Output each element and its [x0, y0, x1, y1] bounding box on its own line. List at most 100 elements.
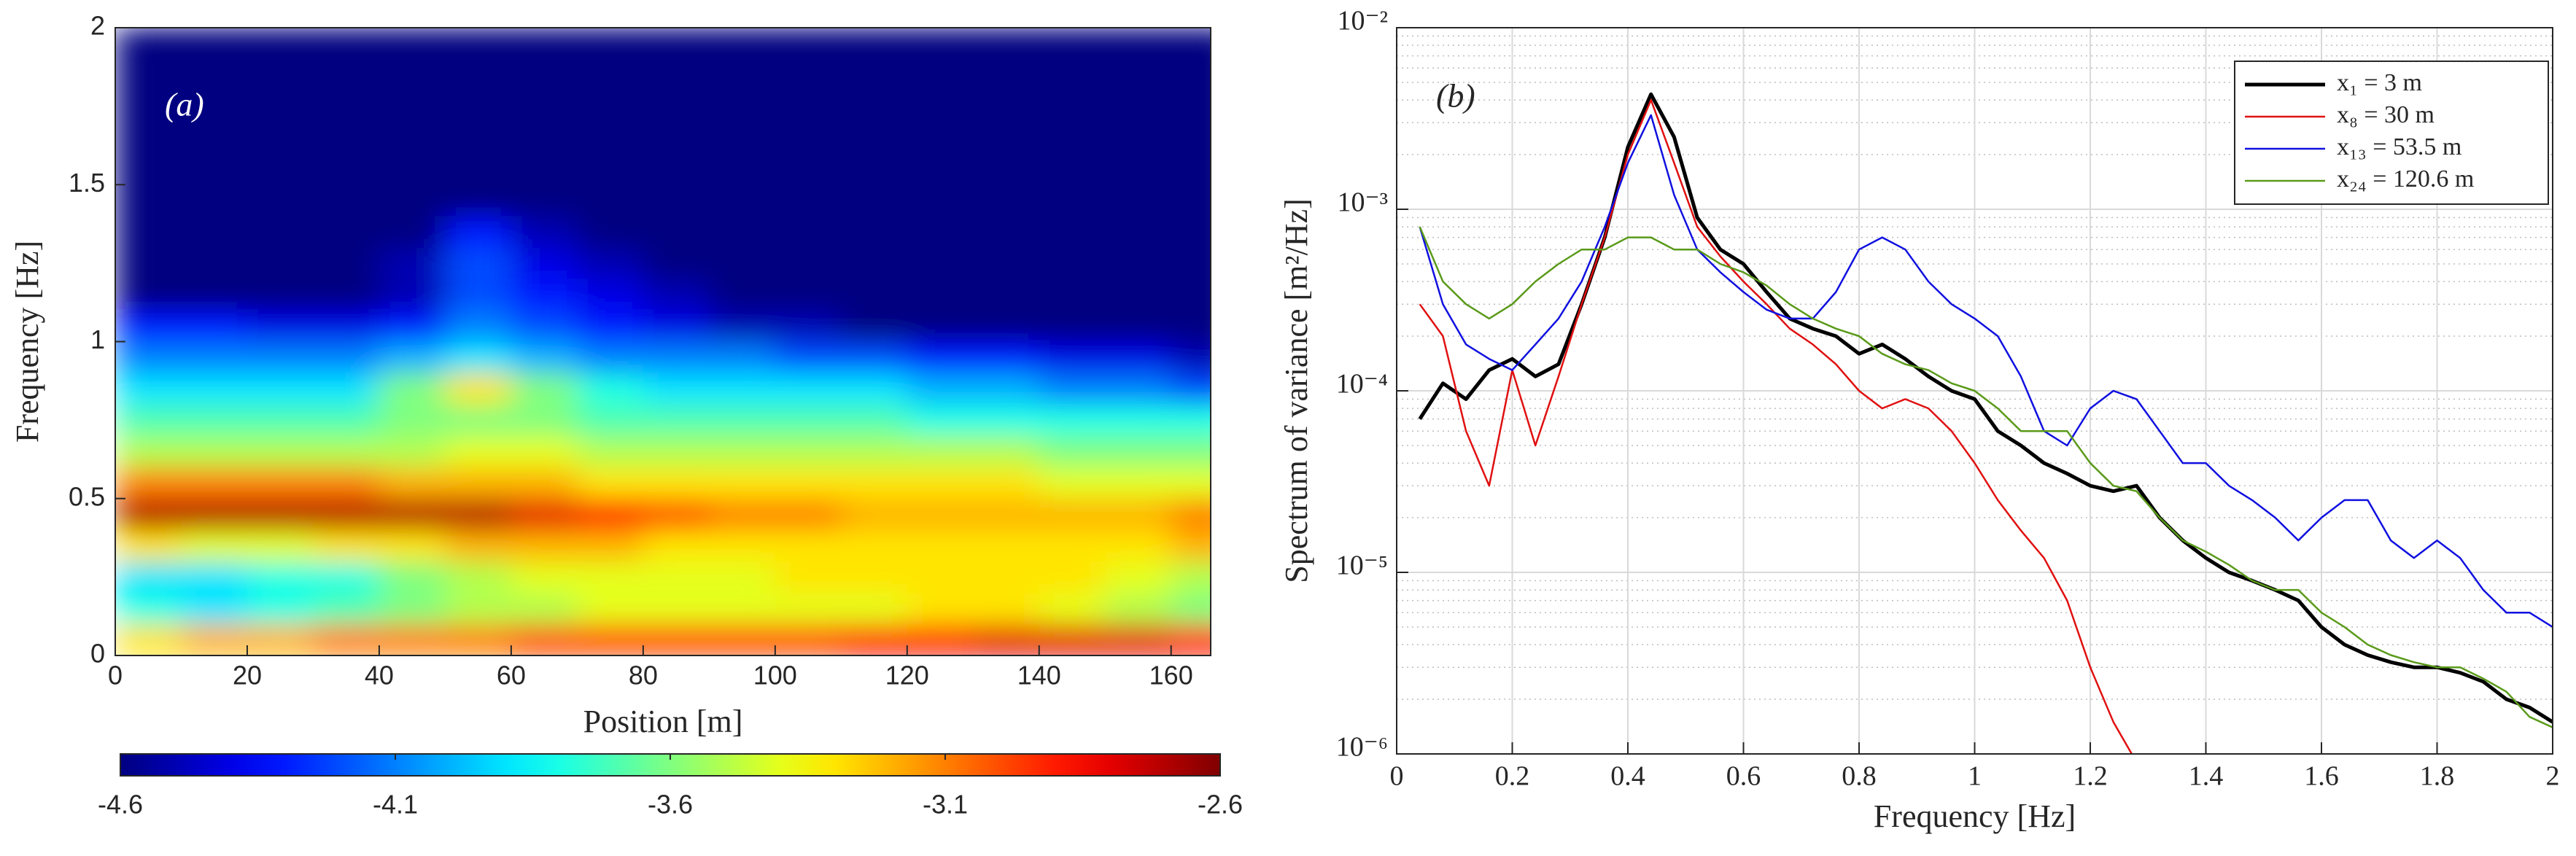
heatmap-cell [115, 184, 182, 217]
heatmap-cell [313, 341, 380, 374]
heatmap-cell [313, 247, 380, 279]
heatmap-cell [1105, 467, 1172, 499]
heatmap-cell [313, 623, 380, 655]
heatmap-cell [1171, 310, 1211, 342]
heatmap-cell [181, 59, 248, 91]
heatmap-cell [379, 435, 446, 468]
heatmap-cell [313, 498, 380, 531]
heatmap-cell [511, 592, 578, 625]
heatmap-cell [115, 623, 182, 655]
heatmap-cell [577, 404, 644, 437]
heatmap-cell [709, 247, 776, 279]
colorbar-tick-label: -4.1 [373, 790, 418, 820]
heatmap-cell [379, 341, 446, 374]
heatmap-cell [445, 373, 512, 405]
heatmap-cell [247, 90, 314, 122]
heatmap-cell [181, 90, 248, 122]
y-tick-label: 0.5 [69, 481, 105, 511]
heatmap-cell [379, 404, 446, 437]
y-tick-label: 10⁻⁵ [1336, 550, 1388, 581]
heatmap-cell [1039, 592, 1106, 625]
heatmap-cell [379, 498, 446, 531]
heatmap-cell [709, 404, 776, 437]
heatmap-cell [181, 623, 248, 655]
heatmap-cell [907, 279, 974, 311]
heatmap-cell [313, 310, 380, 342]
heatmap-cell [511, 122, 578, 154]
heatmap-cell [1171, 59, 1211, 91]
heatmap-cell [1171, 184, 1211, 217]
heatmap-cell [841, 373, 908, 405]
heatmap-cell [775, 561, 842, 594]
heatmap-cell [181, 373, 248, 405]
heatmap-cell [907, 90, 974, 122]
heatmap-cell [973, 373, 1040, 405]
heatmap-cell [247, 592, 314, 625]
heatmap-cell [313, 28, 380, 60]
heatmap-cell [643, 279, 710, 311]
heatmap-cell [181, 247, 248, 279]
heatmap-cell [907, 435, 974, 468]
heatmap-cell [907, 310, 974, 342]
heatmap-cell [1039, 90, 1106, 122]
heatmap-cell [511, 561, 578, 594]
heatmap-cell [709, 184, 776, 217]
heatmap-cell [247, 279, 314, 311]
heatmap-cell [247, 623, 314, 655]
colorbar-tick-label: -3.1 [923, 790, 968, 820]
heatmap-cell [775, 373, 842, 405]
heatmap-cell [1105, 122, 1172, 154]
heatmap-cell [775, 153, 842, 185]
heatmap-cell [511, 216, 578, 248]
heatmap-cell [1039, 122, 1106, 154]
heatmap-cell [115, 435, 182, 468]
heatmap-cell [643, 122, 710, 154]
heatmap-cell [775, 279, 842, 311]
heatmap-cell [445, 247, 512, 279]
heatmap-cell [775, 341, 842, 374]
heatmap-cell [115, 561, 182, 594]
heatmap-cell [313, 279, 380, 311]
x-axis-label: Position [m] [583, 704, 743, 739]
panel-label: (a) [165, 86, 204, 123]
heatmap-cell [841, 59, 908, 91]
legend-label: x₂₄ = 120.6 m [2337, 166, 2474, 192]
heatmap-cell [775, 90, 842, 122]
heatmap-cell [907, 404, 974, 437]
heatmap-cell [1105, 153, 1172, 185]
heatmap-cell [511, 373, 578, 405]
y-tick-label: 0 [90, 639, 105, 669]
heatmap-area [115, 28, 1211, 655]
heatmap-cell [379, 467, 446, 499]
heatmap-cell [1105, 373, 1172, 405]
heatmap-cell [775, 623, 842, 655]
y-axis-label: Spectrum of variance [m²/Hz] [1279, 198, 1314, 583]
heatmap-cell [841, 404, 908, 437]
heatmap-cell [643, 341, 710, 374]
heatmap-cell [841, 561, 908, 594]
heatmap-cell [1039, 404, 1106, 437]
heatmap-cell [445, 498, 512, 531]
heatmap-cell [1171, 435, 1211, 468]
heatmap-cell [643, 404, 710, 437]
heatmap-cell [379, 592, 446, 625]
panel-label: (b) [1436, 77, 1475, 114]
heatmap-cell [709, 122, 776, 154]
heatmap-cell [775, 529, 842, 562]
heatmap-cell [841, 216, 908, 248]
x-tick-label: 40 [365, 661, 394, 690]
heatmap-cell [973, 623, 1040, 655]
heatmap-cell [511, 310, 578, 342]
heatmap-cell [1171, 279, 1211, 311]
heatmap-cell [709, 623, 776, 655]
series-line [1419, 226, 2553, 728]
heatmap-cell [841, 184, 908, 217]
heatmap-cell [907, 467, 974, 499]
heatmap-cell [379, 28, 446, 60]
axes-frame [1396, 27, 2553, 755]
series-line [1419, 114, 2553, 629]
heatmap-cell [643, 373, 710, 405]
heatmap-cell [973, 247, 1040, 279]
heatmap-cell [511, 435, 578, 468]
